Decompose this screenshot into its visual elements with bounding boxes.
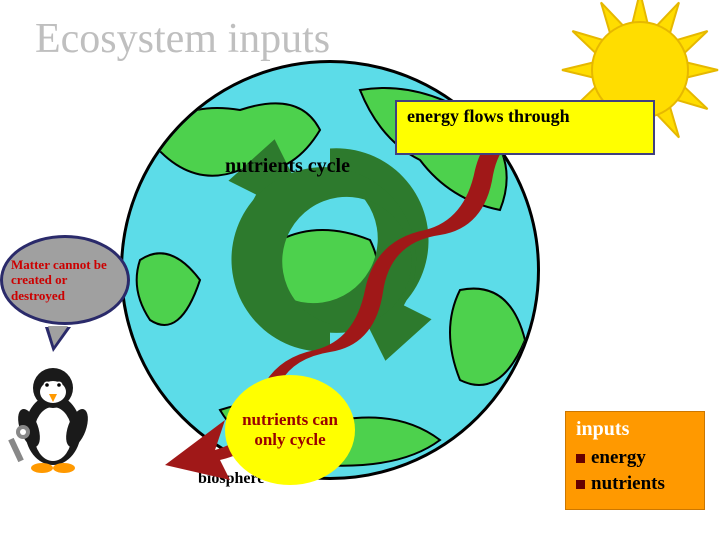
inputs-item: nutrients: [576, 473, 694, 495]
energy-callout-text: energy flows through: [407, 106, 570, 126]
inputs-item: energy: [576, 447, 694, 469]
penguin-icon: [5, 360, 100, 480]
inputs-item-label: energy: [591, 447, 646, 468]
nutrients-bubble-text: nutrients can only cycle: [235, 410, 345, 450]
inputs-heading: inputs: [576, 418, 694, 441]
speech-bubble: Matter cannot be created or destroyed: [0, 235, 140, 340]
page-title: Ecosystem inputs: [35, 15, 330, 63]
nutrients-bubble: nutrients can only cycle: [225, 375, 355, 485]
nutrients-cycle-label: nutrients cycle: [225, 155, 350, 178]
inputs-legend: inputs energy nutrients: [565, 411, 705, 510]
speech-bubble-text: Matter cannot be created or destroyed: [11, 257, 119, 304]
bullet-icon: [576, 454, 585, 463]
energy-callout: energy flows through: [395, 100, 655, 155]
inputs-item-label: nutrients: [591, 473, 665, 494]
bullet-icon: [576, 480, 585, 489]
